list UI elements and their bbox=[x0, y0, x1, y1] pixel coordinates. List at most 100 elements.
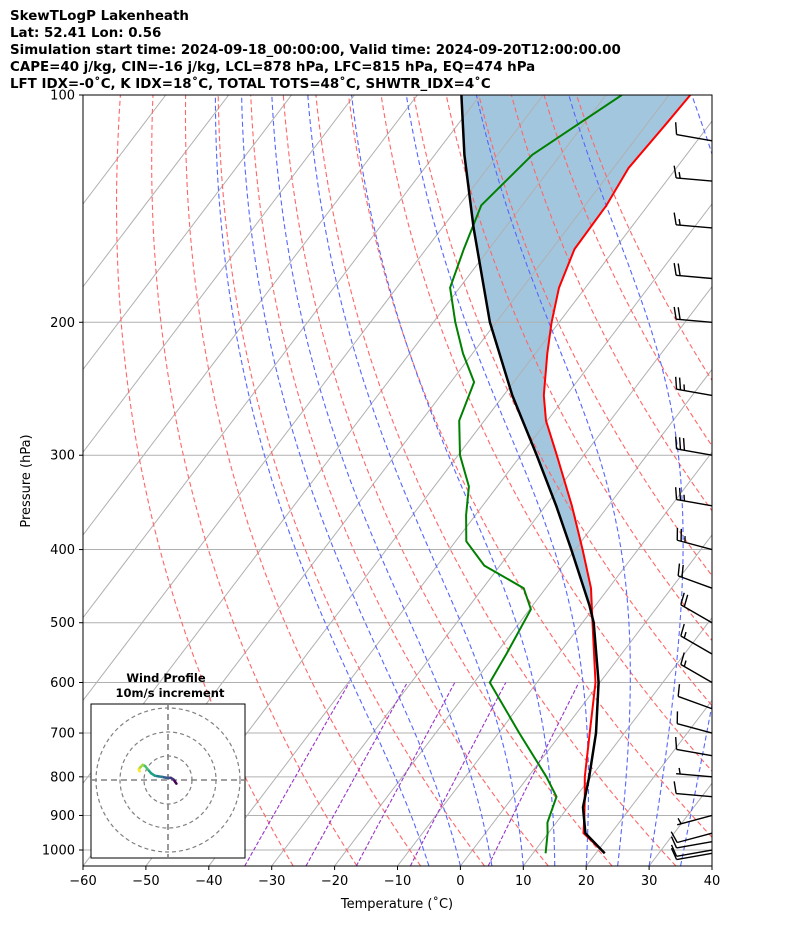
dry-adiabat bbox=[315, 95, 677, 866]
hodograph-title: Wind Profile bbox=[126, 671, 206, 685]
moist-adiabat bbox=[214, 95, 430, 866]
wind-barb-half-flag bbox=[678, 767, 681, 775]
wind-barb bbox=[673, 306, 713, 323]
wind-barb bbox=[670, 836, 713, 849]
dry-adiabat bbox=[543, 95, 712, 447]
wind-barb-flag bbox=[678, 377, 682, 390]
mixing-ratio-line bbox=[244, 682, 350, 866]
mixing-ratio-line bbox=[487, 682, 580, 866]
wind-barb bbox=[674, 487, 713, 507]
hodograph-plot bbox=[91, 704, 245, 858]
hodograph-subtitle: 10m/s increment bbox=[116, 686, 225, 700]
cape-area bbox=[461, 95, 691, 606]
moist-adiabat bbox=[271, 95, 493, 866]
isotherm-line bbox=[83, 95, 355, 454]
wind-barb-staff bbox=[680, 635, 713, 655]
moist-adiabat bbox=[475, 95, 631, 866]
x-tick-label: −40 bbox=[195, 874, 222, 889]
dry-adiabat bbox=[347, 95, 712, 839]
wind-barb-flag bbox=[682, 437, 686, 451]
wind-barb-staff bbox=[676, 792, 713, 798]
wind-barb-flag bbox=[674, 376, 678, 390]
dry-adiabat bbox=[151, 95, 358, 866]
wind-barb bbox=[670, 847, 713, 861]
x-tick-label: 0 bbox=[456, 874, 464, 889]
wind-barb-staff bbox=[676, 388, 713, 397]
wind-barb bbox=[676, 767, 713, 778]
wind-barb-half-flag bbox=[683, 660, 687, 667]
wind-barb-flag bbox=[673, 306, 677, 320]
wind-barb-staff bbox=[676, 224, 713, 229]
wind-barb-flag bbox=[673, 263, 677, 276]
wind-barb-flag bbox=[673, 165, 677, 178]
wind-barb-staff bbox=[680, 663, 713, 684]
dry-adiabat bbox=[510, 95, 712, 512]
wind-barb-flag bbox=[678, 487, 682, 501]
wind-barb bbox=[673, 263, 713, 280]
isotherm-line bbox=[648, 782, 712, 866]
isotherm-line bbox=[208, 203, 712, 866]
wind-barb-flag bbox=[681, 564, 684, 578]
wind-barb-staff bbox=[676, 849, 713, 857]
moist-adiabat bbox=[405, 95, 590, 866]
dry-adiabat bbox=[413, 95, 712, 707]
temperature-profile bbox=[542, 95, 692, 855]
x-tick-label: −10 bbox=[384, 874, 411, 889]
mixing-ratio-line bbox=[355, 682, 456, 866]
x-tick-label: 30 bbox=[641, 874, 658, 889]
y-tick-label: 900 bbox=[50, 809, 75, 824]
y-tick-label: 700 bbox=[50, 727, 75, 742]
x-tick-label: −20 bbox=[321, 874, 348, 889]
wind-barb bbox=[676, 711, 713, 734]
moist-adiabat bbox=[351, 95, 556, 866]
wind-barb-flag bbox=[673, 212, 677, 225]
y-tick-label: 500 bbox=[50, 616, 75, 631]
isotherm-line bbox=[334, 368, 712, 866]
wind-barb-half-flag bbox=[678, 218, 681, 226]
chart-title-block: SkewTLogP Lakenheath Lat: 52.41 Lon: 0.5… bbox=[10, 8, 621, 93]
wind-barb-flag bbox=[670, 844, 678, 857]
y-tick-label: 1000 bbox=[42, 844, 75, 859]
wind-barb bbox=[674, 122, 713, 142]
isotherm-line bbox=[83, 95, 418, 536]
wind-barb-staff bbox=[677, 723, 713, 734]
wind-barb bbox=[674, 376, 713, 397]
dry-adiabat bbox=[478, 95, 712, 577]
wind-barb-staff bbox=[676, 274, 713, 280]
x-tick-label: −60 bbox=[69, 874, 96, 889]
x-axis-label: Temperature (˚C) bbox=[340, 896, 453, 912]
isotherm-line bbox=[522, 616, 712, 866]
wind-barb bbox=[677, 563, 713, 589]
y-tick-label: 100 bbox=[50, 89, 75, 104]
wind-barb-staff bbox=[676, 772, 713, 778]
wind-barb bbox=[677, 684, 713, 710]
dry-adiabat bbox=[282, 95, 613, 866]
title-station: SkewTLogP Lakenheath bbox=[10, 9, 189, 24]
wind-barb-staff bbox=[676, 318, 713, 323]
y-axis-label: Pressure (hPa) bbox=[19, 434, 34, 527]
wind-barb-flag bbox=[677, 307, 681, 320]
parcel-profile bbox=[460, 95, 606, 855]
wind-barb bbox=[673, 212, 713, 229]
isotherm-line bbox=[585, 699, 712, 866]
wind-barb-staff bbox=[676, 748, 713, 757]
wind-barb-half-flag bbox=[678, 172, 681, 179]
moist-adiabat bbox=[241, 95, 461, 866]
isotherm-line bbox=[711, 865, 712, 866]
isotherm-line bbox=[83, 95, 544, 702]
isotherm-line bbox=[83, 95, 230, 288]
x-tick-label: −50 bbox=[132, 874, 159, 889]
wind-barb bbox=[680, 592, 713, 624]
wind-barb-flag bbox=[680, 592, 685, 605]
wind-barb-flag bbox=[683, 594, 689, 607]
wind-barb-staff bbox=[677, 575, 713, 589]
wind-barb-flag bbox=[677, 684, 681, 697]
y-tick-label: 800 bbox=[50, 770, 75, 785]
wind-barb-flag bbox=[674, 737, 678, 750]
title-indices-2: LFT IDX=-0˚C, K IDX=18˚C, TOTAL TOTS=48˚… bbox=[10, 77, 491, 92]
y-tick-label: 600 bbox=[50, 676, 75, 691]
wind-barb bbox=[673, 165, 713, 182]
title-indices-1: CAPE=40 j/kg, CIN=-16 j/kg, LCL=878 hPa,… bbox=[10, 60, 536, 75]
mixing-ratio-line bbox=[409, 682, 507, 866]
